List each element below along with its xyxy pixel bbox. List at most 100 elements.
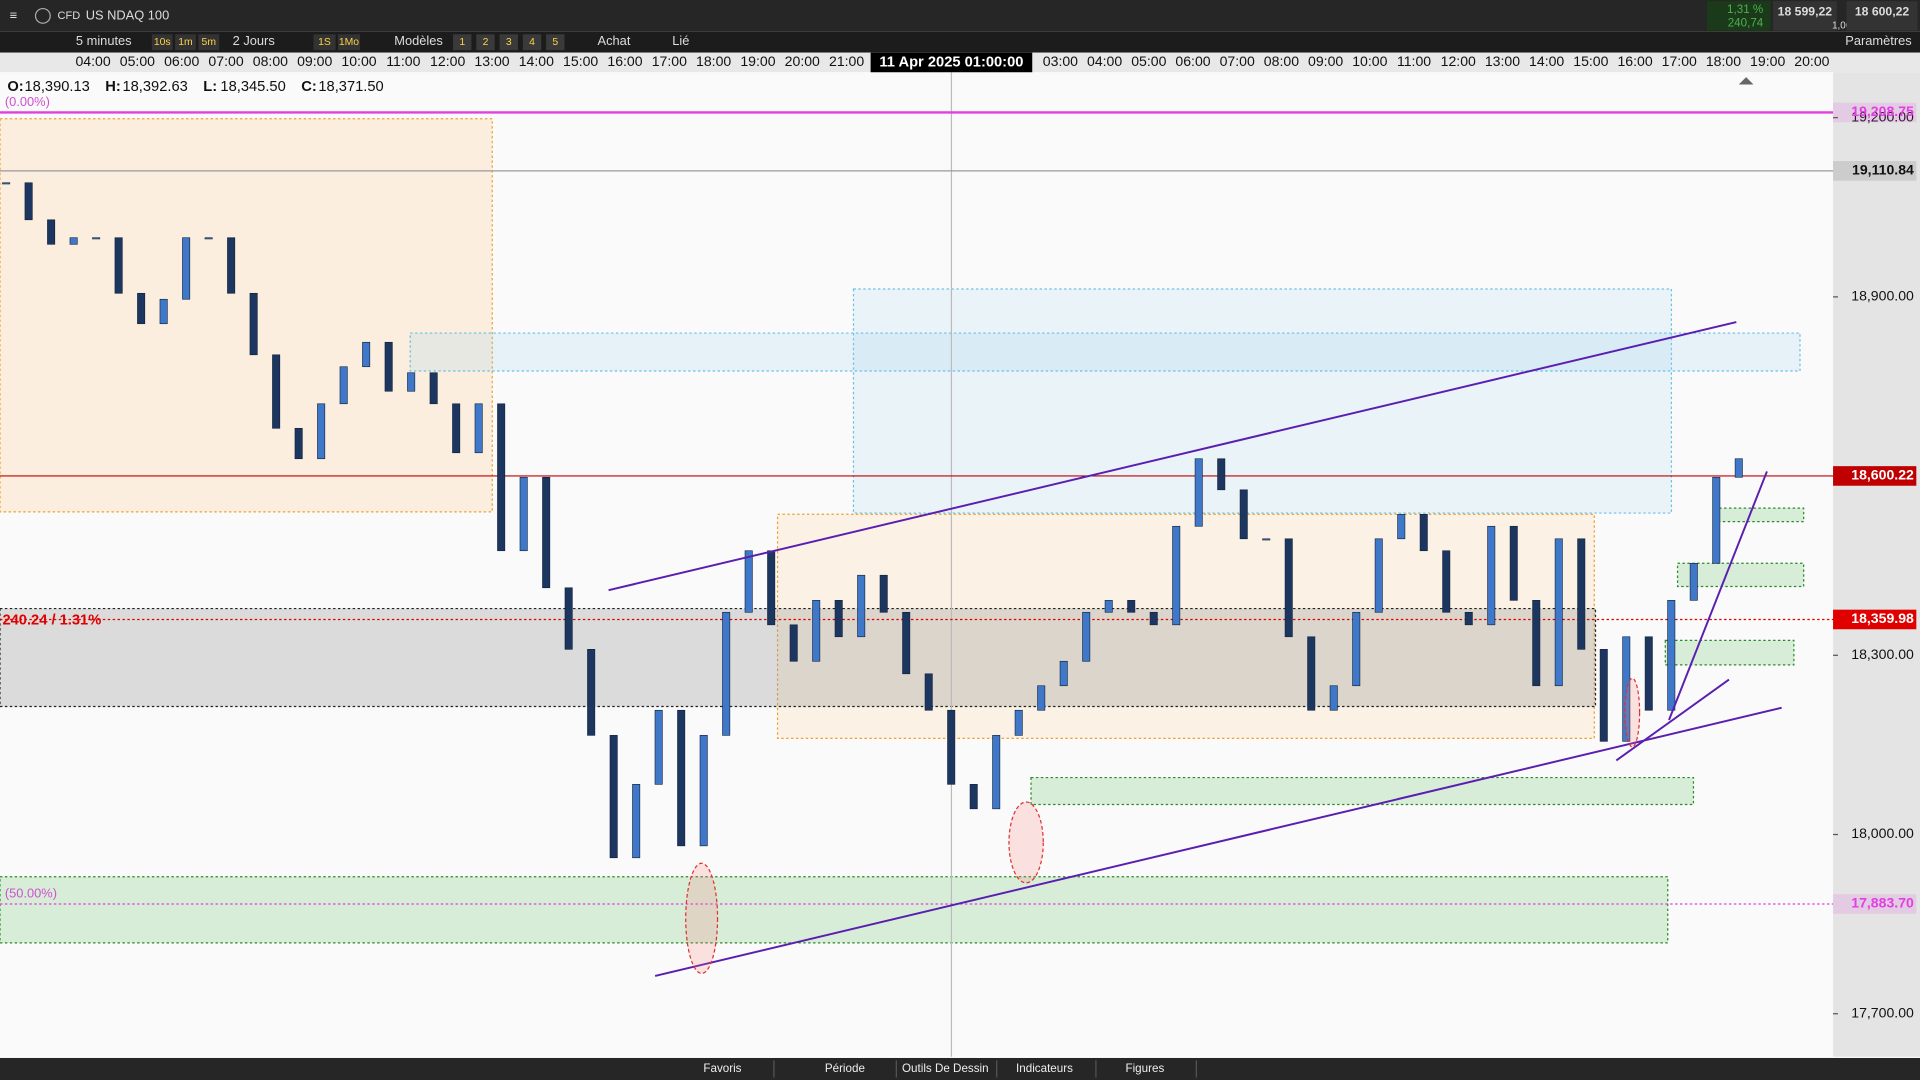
button[interactable] bbox=[337, 34, 360, 51]
zone bbox=[852, 288, 1673, 514]
x-tick-label: 16:00 bbox=[607, 53, 642, 69]
zone bbox=[1676, 562, 1805, 588]
x-tick-label: 13:00 bbox=[474, 53, 509, 69]
instrument[interactable]: US NDAQ 100 bbox=[86, 7, 170, 22]
level-tag bbox=[1833, 102, 1917, 123]
candle bbox=[474, 403, 483, 454]
button[interactable] bbox=[198, 34, 220, 51]
x-tick-label: 11:00 bbox=[386, 53, 420, 69]
button[interactable] bbox=[499, 34, 518, 51]
change-pct: 1,31 % bbox=[1727, 3, 1763, 16]
interval[interactable]: 5 minutes bbox=[76, 33, 132, 48]
button[interactable] bbox=[453, 34, 472, 51]
button[interactable] bbox=[522, 34, 542, 51]
spread: 1,00 bbox=[1832, 20, 1852, 31]
ohlc-key: O: bbox=[7, 79, 23, 95]
candle bbox=[497, 403, 506, 552]
candle bbox=[1217, 458, 1226, 491]
level-label: 18,600.22 bbox=[1851, 467, 1914, 483]
candle bbox=[1532, 600, 1541, 687]
ohlc-key: C: bbox=[301, 79, 317, 95]
level-tag bbox=[1833, 161, 1917, 181]
linked[interactable]: Lié bbox=[672, 33, 689, 48]
button[interactable] bbox=[476, 34, 495, 51]
zone bbox=[0, 876, 1669, 944]
level-label: 19,208.75 bbox=[1851, 103, 1914, 119]
buy[interactable]: Achat bbox=[598, 33, 631, 48]
ohlc-key: H: bbox=[105, 79, 121, 95]
x-tick-label: 10:00 bbox=[341, 53, 376, 69]
x-tick-label: 16:00 bbox=[1617, 53, 1652, 69]
tab[interactable]: Période bbox=[825, 1062, 865, 1075]
candle bbox=[654, 709, 663, 785]
candle bbox=[339, 366, 348, 405]
y-tick-label: 17,700.00 bbox=[1851, 1004, 1914, 1020]
x-tick-label: 11:00 bbox=[1397, 53, 1431, 69]
candle bbox=[294, 427, 303, 460]
range-label: 240.24 / 1.31% bbox=[2, 613, 101, 629]
button[interactable] bbox=[546, 34, 565, 51]
x-tick-label: 14:00 bbox=[519, 53, 554, 69]
candle bbox=[542, 476, 551, 589]
settings[interactable]: Paramètres bbox=[1845, 33, 1911, 48]
x-tick-label: 07:00 bbox=[208, 53, 243, 69]
tab[interactable]: Outils De Dessin bbox=[902, 1062, 989, 1075]
candle bbox=[362, 341, 371, 368]
candle bbox=[587, 649, 596, 736]
menu-icon[interactable]: ≡ bbox=[10, 7, 17, 22]
x-tick-label: 07:00 bbox=[1220, 53, 1255, 69]
bid-box[interactable] bbox=[1773, 1, 1837, 31]
tab[interactable]: Figures bbox=[1126, 1062, 1165, 1075]
candle bbox=[1082, 611, 1091, 662]
trendline bbox=[1615, 678, 1730, 762]
button-label: 1S bbox=[318, 37, 331, 48]
candle bbox=[947, 709, 956, 785]
candle bbox=[1644, 636, 1653, 711]
bid: 18 599,22 bbox=[1778, 4, 1833, 18]
button-label: 1 bbox=[459, 37, 465, 48]
candle bbox=[1194, 458, 1203, 527]
candle bbox=[1172, 525, 1181, 626]
tab[interactable]: Favoris bbox=[703, 1062, 741, 1075]
candle bbox=[1554, 538, 1563, 687]
button[interactable] bbox=[175, 34, 196, 51]
highlight bbox=[1008, 801, 1044, 884]
scroll-icon[interactable] bbox=[1738, 77, 1754, 85]
candle bbox=[609, 735, 618, 859]
change-box bbox=[1706, 1, 1771, 31]
tab[interactable]: Indicateurs bbox=[1016, 1062, 1073, 1075]
candle bbox=[1104, 600, 1113, 613]
plot-area bbox=[0, 72, 1834, 1057]
candle bbox=[744, 550, 753, 613]
candle bbox=[69, 237, 78, 245]
candle bbox=[1419, 514, 1428, 552]
fib-top: (0.00%) bbox=[5, 94, 50, 109]
range[interactable]: 2 Jours bbox=[233, 33, 275, 48]
candle bbox=[1599, 649, 1608, 742]
templates[interactable]: Modèles bbox=[394, 33, 443, 48]
x-tick-label: 08:00 bbox=[253, 53, 288, 69]
zone bbox=[1713, 507, 1805, 523]
y-tick-label: 18,900.00 bbox=[1851, 288, 1914, 304]
x-tick-label: 09:00 bbox=[297, 53, 332, 69]
change: 240,74 bbox=[1728, 16, 1764, 29]
zone bbox=[0, 118, 493, 513]
button-label: 5 bbox=[552, 37, 558, 48]
button-label: 2 bbox=[483, 37, 489, 48]
ohlc-value: 18,390.13 bbox=[24, 79, 89, 95]
y-tick-label: 18,000.00 bbox=[1851, 825, 1914, 841]
x-tick-label: 04:00 bbox=[1087, 53, 1122, 69]
level-label: 19,110.84 bbox=[1852, 162, 1914, 178]
trendlines bbox=[608, 321, 1782, 977]
candle bbox=[902, 611, 911, 675]
x-tick-label: 15:00 bbox=[1573, 53, 1608, 69]
candle bbox=[407, 372, 416, 392]
ohlc-value: 18,392.63 bbox=[122, 79, 187, 95]
candle bbox=[1622, 636, 1631, 742]
button[interactable] bbox=[313, 34, 336, 51]
ask-box[interactable] bbox=[1846, 1, 1918, 31]
icon bbox=[34, 7, 51, 24]
button[interactable] bbox=[151, 34, 173, 51]
button-label: 3 bbox=[506, 37, 512, 48]
